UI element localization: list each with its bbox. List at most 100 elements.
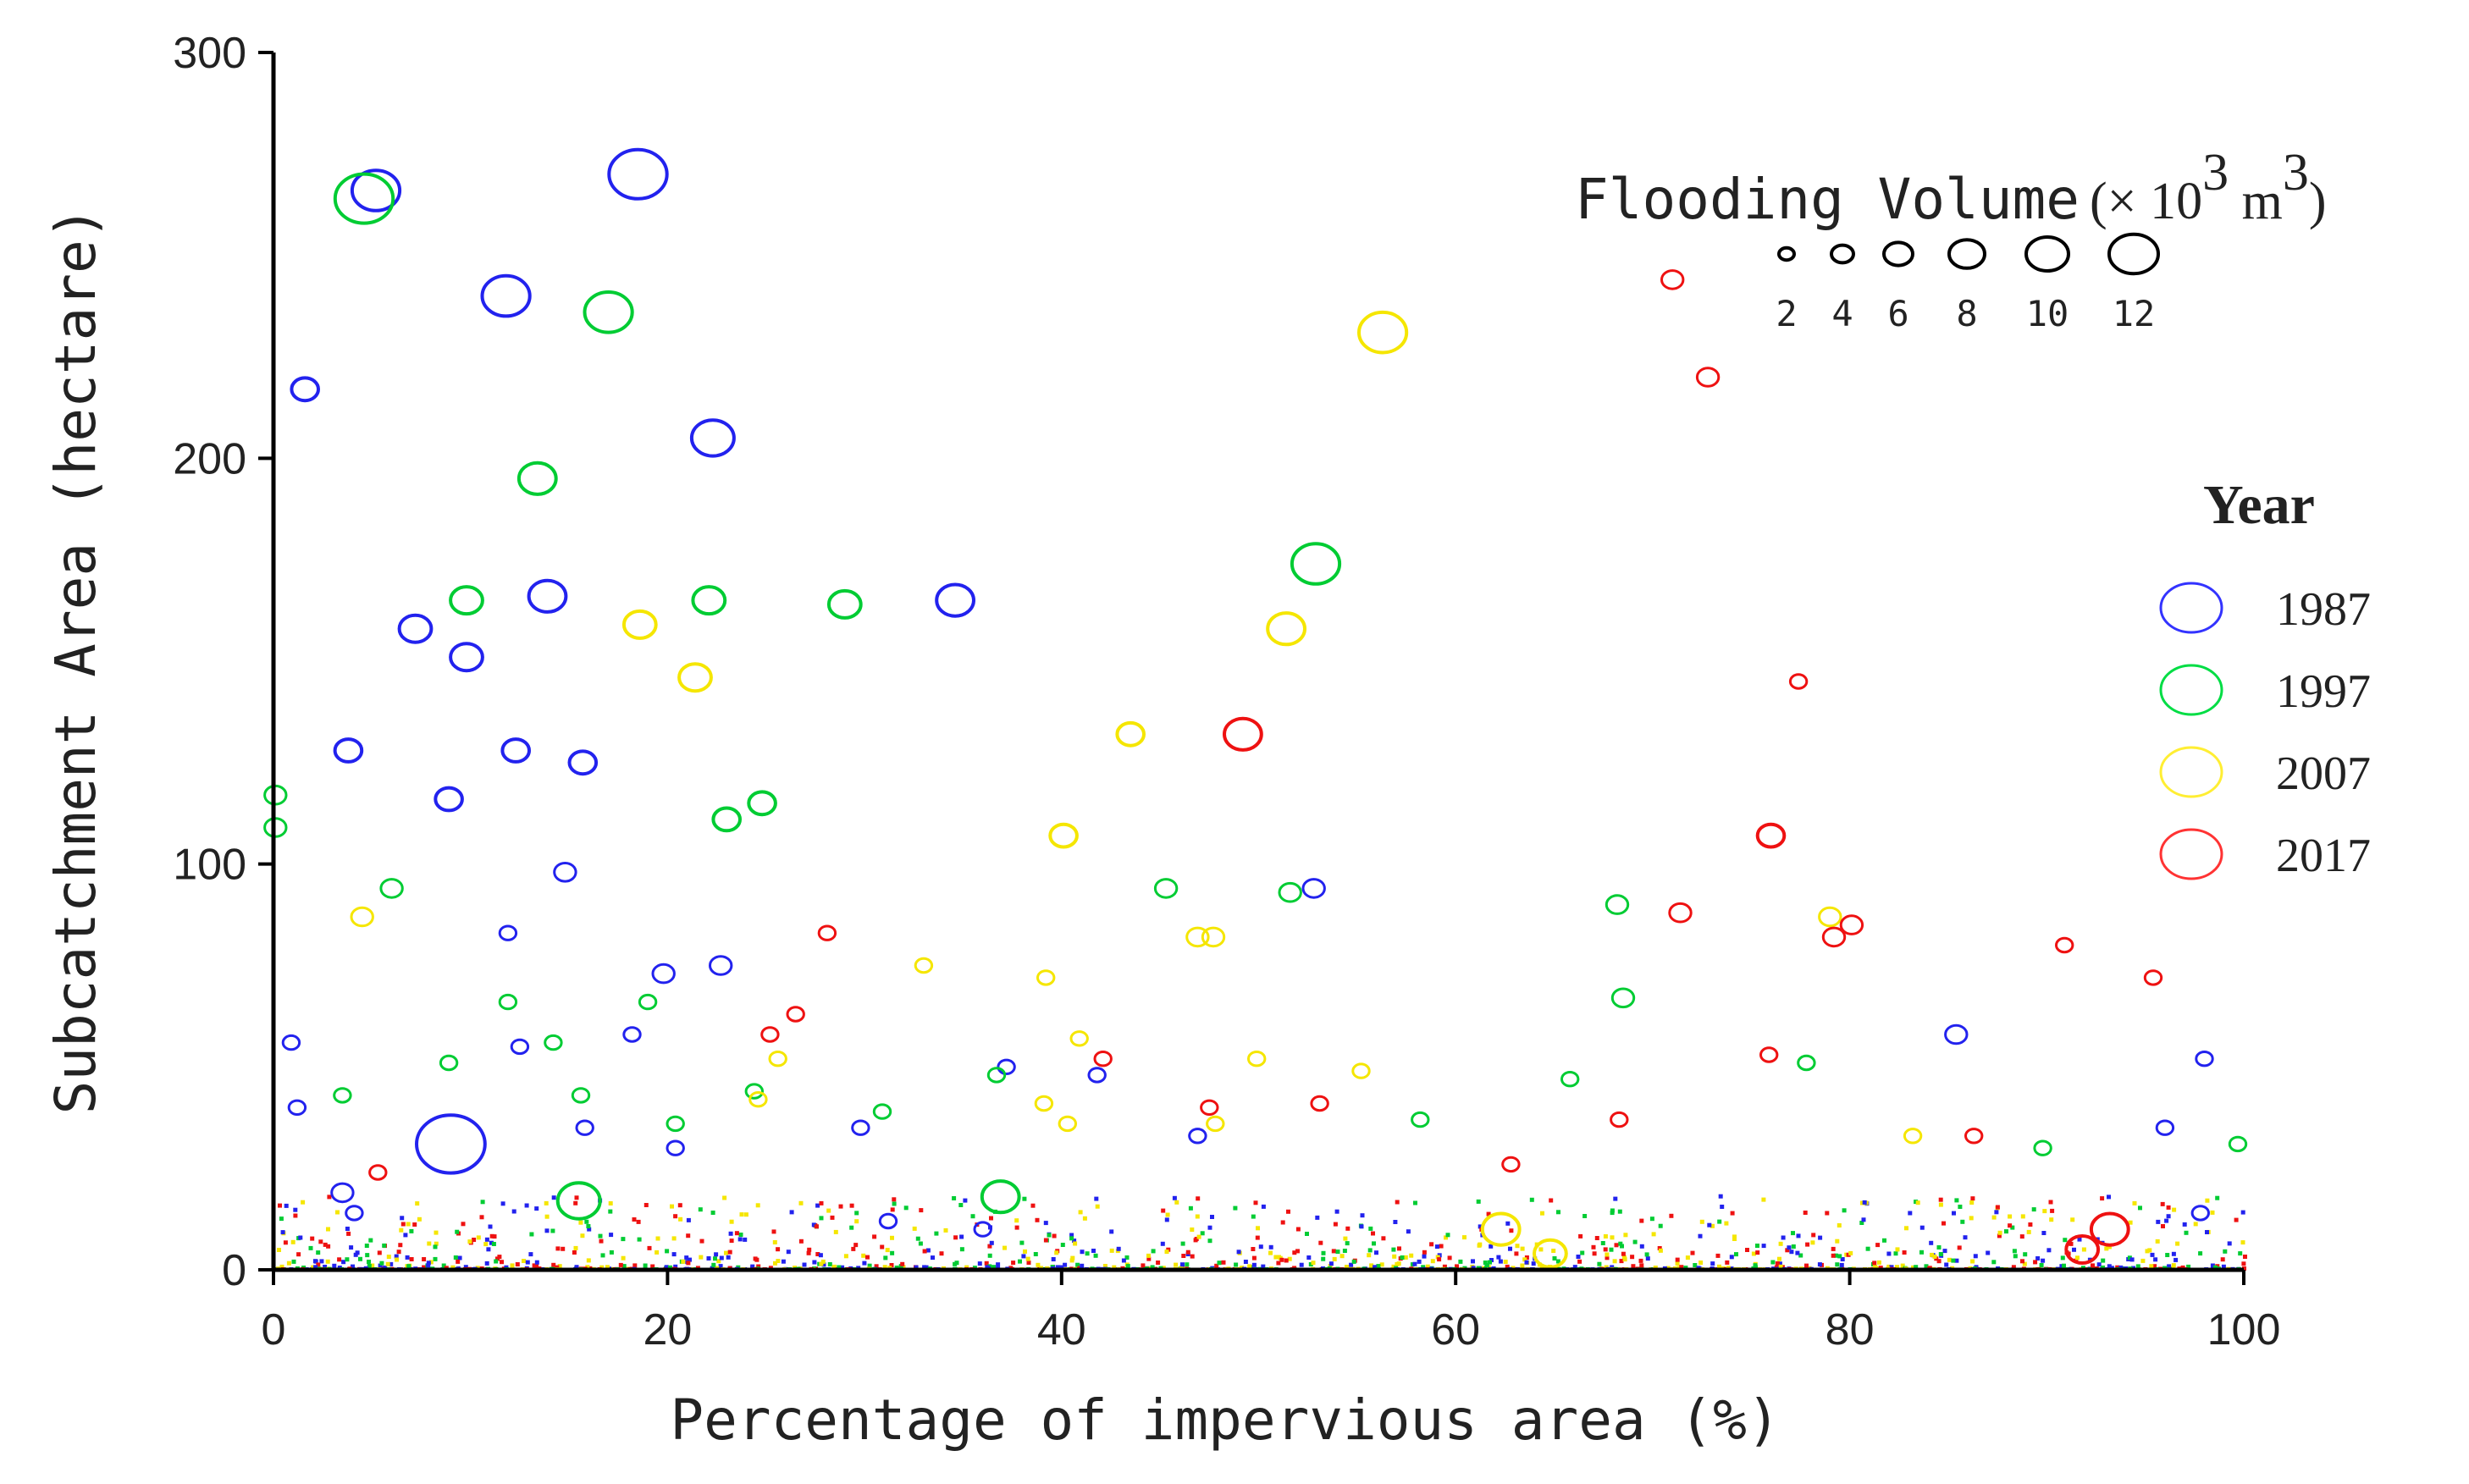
dense-point: [1455, 1264, 1459, 1269]
data-point-2007: [621, 609, 658, 640]
dense-point: [2128, 1220, 2133, 1225]
dense-point: [1392, 1254, 1397, 1259]
dense-point: [1929, 1240, 1934, 1245]
dense-point: [2240, 1210, 2245, 1215]
dense-point: [818, 1253, 823, 1258]
dense-small-points: [275, 1194, 2247, 1272]
dense-point: [820, 1259, 826, 1264]
dense-point: [2166, 1205, 2171, 1210]
dense-point: [1960, 1219, 1965, 1224]
dense-point: [1924, 1264, 1929, 1269]
dense-point: [1969, 1200, 1975, 1205]
data-point-1987: [333, 737, 364, 764]
dense-point: [2149, 1264, 2154, 1269]
dense-point: [1406, 1229, 1411, 1234]
dense-point: [811, 1222, 816, 1227]
dense-point: [2241, 1261, 2246, 1266]
dense-point: [1217, 1261, 1222, 1266]
dense-point: [1060, 1243, 1065, 1247]
dense-point: [346, 1231, 351, 1236]
dense-point: [1318, 1240, 1323, 1245]
dense-point: [2081, 1247, 2086, 1252]
data-point-1987: [415, 1113, 487, 1175]
dense-point: [291, 1259, 296, 1264]
dense-point: [345, 1227, 350, 1231]
dense-point: [1785, 1248, 1790, 1253]
dense-point: [890, 1207, 895, 1212]
dense-point: [1052, 1233, 1057, 1239]
dense-point: [2167, 1264, 2172, 1269]
dense-point: [1810, 1240, 1815, 1245]
dense-point: [332, 1263, 337, 1268]
dense-point: [1895, 1247, 1900, 1252]
data-point-1987: [397, 613, 434, 644]
dense-point: [1156, 1261, 1161, 1265]
dense-point: [1112, 1265, 1117, 1270]
dense-point: [714, 1252, 719, 1257]
dense-point: [325, 1259, 330, 1264]
dense-point: [1632, 1239, 1638, 1244]
x-tick-label: 20: [643, 1305, 692, 1354]
dense-point: [2210, 1263, 2215, 1268]
dense-point: [925, 1248, 931, 1253]
dense-point: [699, 1239, 704, 1244]
dense-point: [1791, 1231, 1795, 1236]
dense-point: [1707, 1222, 1712, 1227]
dense-point: [716, 1259, 721, 1264]
dense-point: [1613, 1196, 1618, 1201]
data-point-2007: [914, 957, 934, 974]
dense-point: [1425, 1264, 1430, 1269]
dense-point: [977, 1261, 982, 1266]
dense-point: [2060, 1255, 2065, 1261]
data-point-2017: [817, 924, 837, 941]
dense-point: [1146, 1253, 1151, 1258]
dense-point: [2186, 1264, 2191, 1269]
dense-point: [524, 1203, 529, 1208]
dense-point: [379, 1261, 384, 1266]
dense-point: [753, 1256, 758, 1261]
data-point-1987: [345, 1205, 364, 1222]
dense-point: [367, 1263, 372, 1268]
dense-point: [1188, 1205, 1193, 1211]
dense-point: [772, 1240, 777, 1244]
dense-point: [486, 1247, 491, 1252]
dense-point: [1196, 1234, 1201, 1239]
dense-point: [1194, 1237, 1199, 1241]
dense-point: [1997, 1233, 2002, 1239]
dense-point: [1795, 1250, 1800, 1255]
dense-point: [1963, 1235, 1968, 1240]
dense-point: [279, 1264, 284, 1269]
dense-point: [1345, 1226, 1350, 1231]
dense-point: [426, 1261, 431, 1266]
dense-point: [434, 1241, 439, 1246]
data-point-1997: [711, 806, 743, 833]
data-point-1997: [1153, 878, 1179, 899]
dense-point: [456, 1259, 461, 1264]
dense-point: [1698, 1261, 1704, 1265]
dense-point: [1233, 1205, 1238, 1211]
dense-point: [637, 1237, 642, 1242]
data-point-1987: [449, 642, 484, 673]
dense-point: [1861, 1217, 1866, 1222]
dense-point: [1478, 1224, 1483, 1229]
dense-point: [1529, 1197, 1534, 1202]
data-point-1997: [638, 993, 658, 1011]
dense-point: [484, 1261, 489, 1266]
dense-point: [2020, 1214, 2025, 1219]
dense-point: [1190, 1254, 1195, 1259]
dense-point: [534, 1206, 539, 1211]
dense-point: [1932, 1254, 1937, 1259]
data-point-2017: [2055, 936, 2074, 954]
dense-point: [2184, 1230, 2189, 1235]
dense-point: [1247, 1264, 1252, 1269]
dense-point: [892, 1201, 897, 1206]
dense-point: [386, 1255, 391, 1260]
dense-point: [1462, 1235, 1466, 1240]
dense-point: [1026, 1261, 1031, 1265]
dense-point: [771, 1229, 776, 1234]
dense-point: [1280, 1220, 1285, 1225]
dense-point: [1957, 1245, 1962, 1250]
dense-point: [313, 1265, 318, 1270]
year-legend-label: 2017: [2276, 830, 2371, 882]
data-point-1987: [498, 924, 518, 941]
